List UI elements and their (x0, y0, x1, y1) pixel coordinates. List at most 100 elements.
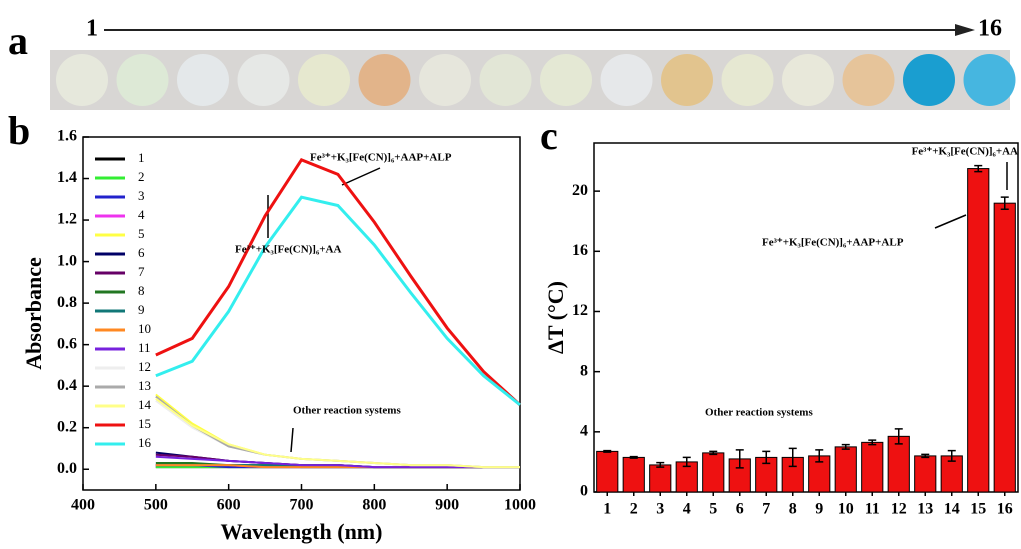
arrow-head (955, 24, 975, 36)
x-tick-label: 1 (603, 501, 611, 518)
well (237, 54, 290, 106)
error-bar (841, 443, 850, 450)
well (782, 54, 834, 106)
bar (887, 435, 910, 493)
well (116, 54, 169, 106)
series-line (155, 157, 522, 406)
x-tick-label: 7 (762, 501, 770, 518)
y-tick-label: 12 (572, 302, 588, 319)
error-bar (921, 453, 930, 459)
error-bar (762, 450, 771, 465)
well (963, 54, 1016, 106)
legend-label: 6 (138, 245, 145, 260)
well (903, 54, 955, 106)
x-tick-label: 500 (144, 497, 168, 514)
error-bar (815, 449, 824, 463)
well (540, 54, 592, 106)
bar (993, 202, 1016, 493)
error-bar (894, 428, 903, 445)
x-tick-label: 6 (736, 501, 744, 518)
legend-label: 4 (138, 207, 145, 222)
well (661, 54, 713, 106)
well (298, 54, 350, 106)
legend-label: 15 (138, 416, 151, 431)
legend-label: 16 (138, 435, 152, 450)
legend-label: 9 (138, 302, 145, 317)
legend-label: 14 (138, 397, 152, 412)
legend-label: 10 (138, 321, 151, 336)
end-label: 16 (978, 16, 1002, 42)
error-bar (1000, 196, 1009, 210)
error-bar (603, 449, 612, 453)
annotation: Other reaction systems (705, 407, 813, 419)
x-tick-label: 5 (709, 501, 717, 518)
x-tick-label: 16 (997, 501, 1013, 518)
x-tick-label: 9 (815, 501, 823, 518)
start-label: 1 (86, 16, 98, 42)
legend-label: 13 (138, 378, 151, 393)
legend-label: 11 (138, 340, 151, 355)
well (600, 54, 653, 106)
x-tick-label: 15 (970, 501, 986, 518)
legend-label: 7 (138, 264, 145, 279)
bar (967, 168, 990, 493)
bar (622, 456, 645, 493)
well (358, 54, 411, 106)
annotation-arrow (341, 167, 381, 186)
y-tick-label: 16 (572, 242, 588, 259)
error-bar (947, 449, 956, 462)
well (479, 54, 532, 106)
x-tick-label: 400 (71, 497, 95, 514)
bar (702, 452, 725, 493)
legend-label: 8 (138, 283, 145, 298)
y-tick-label: 4 (580, 422, 588, 439)
annotation-arrow (290, 427, 294, 453)
y-tick-label: 0.0 (57, 460, 77, 477)
legend-label: 5 (138, 226, 145, 241)
y-tick-label: 1.0 (57, 252, 77, 269)
panel-label: c (540, 113, 558, 158)
error-bar (709, 450, 718, 456)
legend-label: 1 (138, 150, 145, 165)
y-axis-label: Absorbance (21, 257, 46, 370)
x-tick-label: 800 (362, 497, 386, 514)
series-line (155, 397, 520, 469)
error-bar (682, 456, 691, 468)
x-tick-label: 14 (944, 501, 960, 518)
panel-label: a (8, 18, 28, 63)
y-tick-label: 1.6 (57, 128, 77, 145)
wells (56, 54, 1016, 106)
plot-frame (593, 142, 1019, 493)
x-tick-label: 600 (217, 497, 241, 514)
bar (649, 464, 672, 493)
error-bar (735, 449, 744, 469)
well (419, 54, 471, 106)
bar (914, 455, 937, 493)
x-tick-label: 13 (917, 501, 933, 518)
x-tick-label: 900 (435, 497, 459, 514)
y-tick-label: 0.8 (57, 294, 77, 311)
y-tick-label: 0 (580, 483, 588, 500)
legend-label: 2 (138, 169, 145, 184)
series-line (155, 455, 520, 469)
y-tick-label: 0.2 (57, 418, 77, 435)
x-tick-label: 10 (838, 501, 854, 518)
error-bar (974, 164, 983, 173)
y-tick-label: 8 (580, 362, 588, 379)
legend-label: 3 (138, 188, 145, 203)
x-tick-label: 4 (683, 501, 691, 518)
x-tick-label: 12 (891, 501, 907, 518)
y-tick-label: 0.6 (57, 335, 77, 352)
error-bar (656, 461, 665, 468)
y-tick-label: 1.2 (57, 211, 77, 228)
panel-label: b (8, 108, 30, 153)
error-bar (868, 439, 877, 446)
annotation-arrow (934, 214, 967, 229)
x-tick-label: 700 (290, 497, 314, 514)
well (842, 54, 895, 106)
well (721, 54, 774, 106)
annotation: Fe³⁺+K₃[Fe(CN)]₆+AA (912, 146, 1018, 158)
annotation: Fe³⁺+K₃[Fe(CN)]₆+AAP+ALP (762, 237, 904, 249)
well (56, 54, 108, 106)
